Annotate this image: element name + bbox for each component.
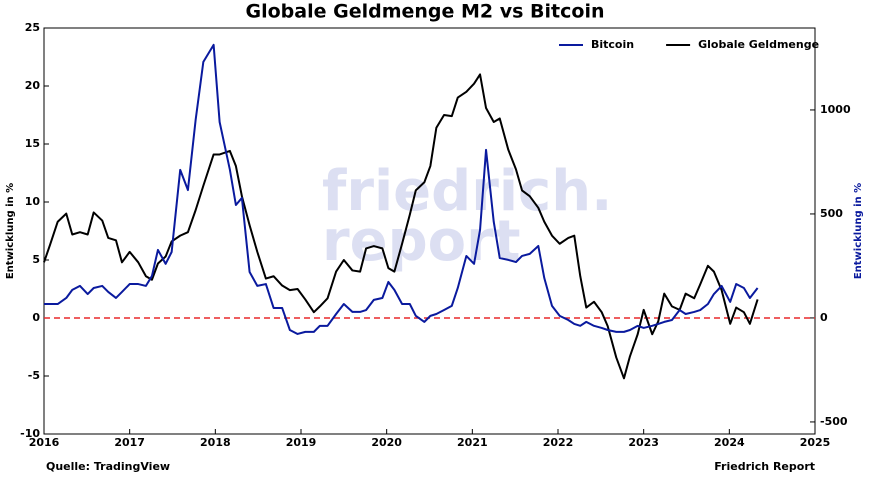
- legend-label: Bitcoin: [591, 38, 634, 51]
- watermark-text: report: [322, 209, 521, 274]
- x-tick-label: 2024: [714, 436, 745, 449]
- watermark: friedrich.report: [322, 159, 612, 274]
- y-tick-label: 0: [32, 311, 40, 324]
- plot-frame: [43, 27, 816, 435]
- y2-tick-label: -500: [820, 415, 848, 428]
- y-tick-label: -5: [28, 369, 40, 382]
- x-tick-label: 2016: [29, 436, 60, 449]
- x-tick-label: 2018: [200, 436, 231, 449]
- y-tick-label: 20: [25, 79, 41, 92]
- y2-axis-label: Entwicklung in %: [853, 183, 864, 279]
- x-tick-label: 2022: [543, 436, 574, 449]
- legend-label: Globale Geldmenge: [698, 38, 819, 51]
- source-note: Quelle: TradingView: [46, 460, 170, 473]
- y-tick-label: 10: [25, 195, 41, 208]
- x-tick-label: 2020: [371, 436, 402, 449]
- x-tick-label: 2017: [114, 436, 145, 449]
- y-tick-label: -10: [20, 427, 40, 440]
- x-tick-label: 2019: [286, 436, 317, 449]
- y-tick-label: 25: [25, 21, 40, 34]
- series-line: [43, 73, 759, 380]
- y-tick-label: 5: [32, 253, 40, 266]
- y-axis-label: Entwicklung in %: [5, 183, 16, 279]
- y-tick-label: 15: [25, 137, 40, 150]
- chart-title: Globale Geldmenge M2 vs Bitcoin: [246, 1, 605, 23]
- x-tick-label: 2023: [628, 436, 659, 449]
- y2-tick-label: 0: [820, 311, 828, 324]
- y2-tick-label: 500: [820, 207, 843, 220]
- watermark-text: friedrich.: [322, 159, 612, 224]
- series-line: [44, 43, 759, 335]
- y2-tick-label: 1000: [820, 103, 851, 116]
- credit-note: Friedrich Report: [714, 460, 815, 473]
- x-tick-label: 2025: [800, 436, 831, 449]
- x-tick-label: 2021: [457, 436, 488, 449]
